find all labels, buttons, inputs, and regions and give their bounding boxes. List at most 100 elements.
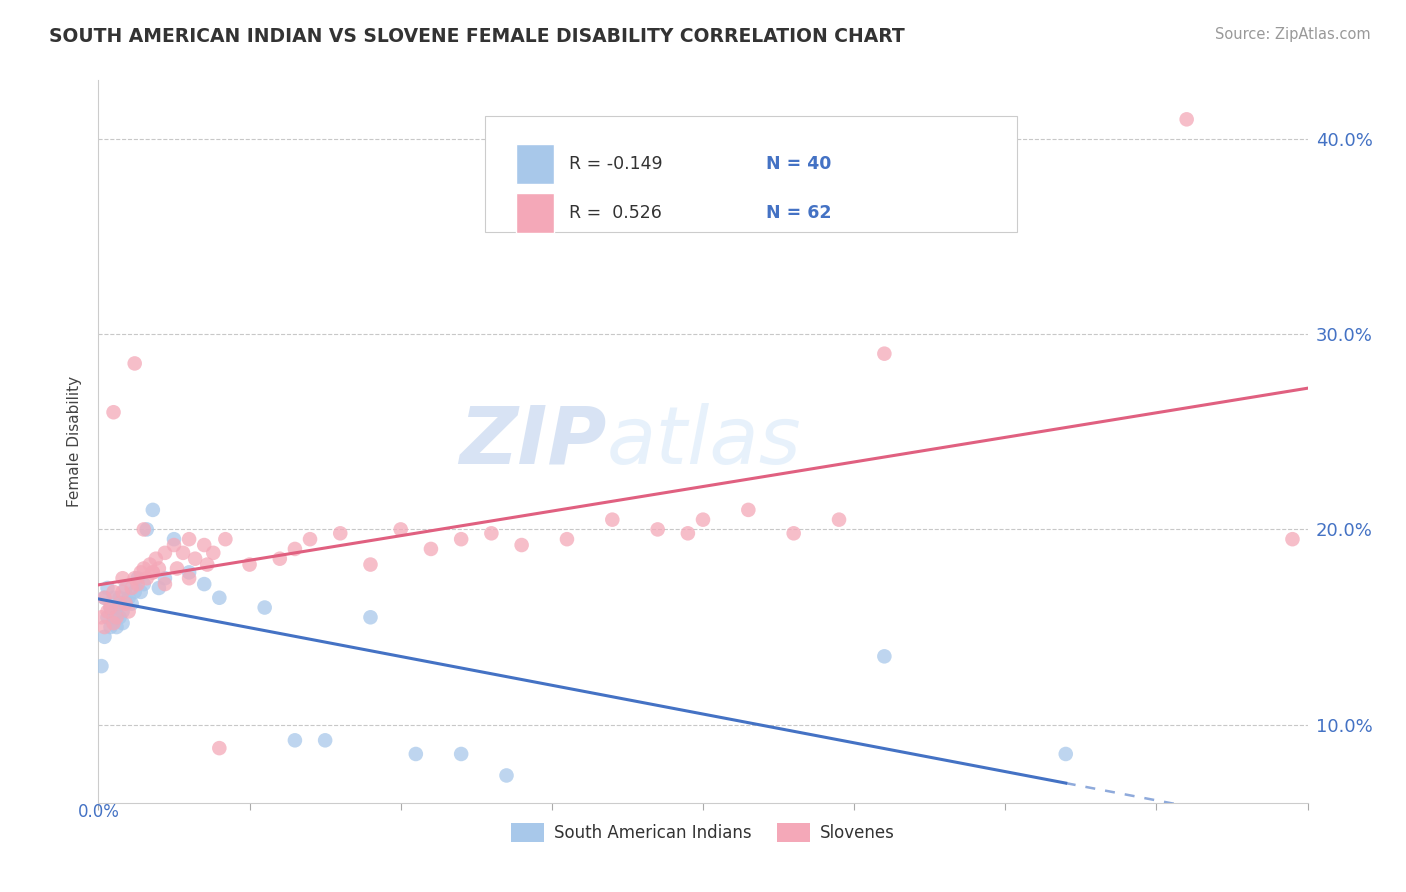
Point xyxy=(193,577,215,591)
Point xyxy=(253,600,276,615)
Point xyxy=(179,566,201,580)
Point xyxy=(555,532,578,546)
Point xyxy=(105,610,128,624)
Point xyxy=(148,581,170,595)
Point xyxy=(90,659,112,673)
Point xyxy=(103,585,125,599)
Point xyxy=(142,566,165,580)
Point xyxy=(208,591,231,605)
Text: 0.0%: 0.0% xyxy=(77,803,120,821)
Point xyxy=(93,620,115,634)
Text: Source: ZipAtlas.com: Source: ZipAtlas.com xyxy=(1215,27,1371,42)
Point xyxy=(692,513,714,527)
Point xyxy=(145,551,167,566)
Point xyxy=(103,591,125,605)
Point xyxy=(96,610,118,624)
Point xyxy=(783,526,806,541)
Point xyxy=(153,546,176,560)
Y-axis label: Female Disability: Female Disability xyxy=(67,376,83,508)
Text: atlas: atlas xyxy=(606,402,801,481)
Point xyxy=(163,538,186,552)
Point xyxy=(108,591,131,605)
Point xyxy=(676,526,699,541)
Point xyxy=(193,538,215,552)
Point xyxy=(1175,112,1198,127)
Point xyxy=(314,733,336,747)
Point xyxy=(510,538,533,552)
Point xyxy=(284,733,307,747)
Text: N = 62: N = 62 xyxy=(766,203,831,221)
Point xyxy=(121,597,143,611)
Point xyxy=(96,604,118,618)
Point xyxy=(114,595,136,609)
Point xyxy=(179,532,201,546)
Bar xyxy=(516,193,554,233)
Point xyxy=(93,591,115,605)
Point xyxy=(450,532,472,546)
Point xyxy=(127,571,149,585)
Point xyxy=(214,532,236,546)
Point xyxy=(121,581,143,595)
Point xyxy=(208,741,231,756)
Point xyxy=(153,571,176,585)
Point xyxy=(495,768,517,782)
Point xyxy=(389,523,412,537)
Point xyxy=(100,600,122,615)
Point xyxy=(132,561,155,575)
Point xyxy=(647,523,669,537)
Point xyxy=(103,616,125,631)
Point xyxy=(481,526,503,541)
Point xyxy=(179,571,201,585)
Point xyxy=(420,541,443,556)
Point xyxy=(90,610,112,624)
Point xyxy=(108,610,131,624)
Point xyxy=(153,577,176,591)
Point xyxy=(329,526,352,541)
Text: ZIP: ZIP xyxy=(458,402,606,481)
Point xyxy=(124,356,146,370)
Point xyxy=(184,551,207,566)
Point xyxy=(195,558,218,572)
Point xyxy=(828,513,851,527)
Text: R =  0.526: R = 0.526 xyxy=(569,203,662,221)
Legend: South American Indians, Slovenes: South American Indians, Slovenes xyxy=(505,816,901,848)
Point xyxy=(105,620,128,634)
Point xyxy=(100,600,122,615)
Point xyxy=(299,532,322,546)
Point xyxy=(142,566,165,580)
Point xyxy=(163,532,186,546)
Text: SOUTH AMERICAN INDIAN VS SLOVENE FEMALE DISABILITY CORRELATION CHART: SOUTH AMERICAN INDIAN VS SLOVENE FEMALE … xyxy=(49,27,905,45)
Point xyxy=(103,405,125,419)
Point xyxy=(166,561,188,575)
Point xyxy=(148,561,170,575)
Point xyxy=(873,649,896,664)
Point xyxy=(100,620,122,634)
Point xyxy=(602,513,624,527)
Point xyxy=(873,346,896,360)
Point xyxy=(118,591,141,605)
Point xyxy=(269,551,291,566)
Point xyxy=(118,604,141,618)
Point xyxy=(135,571,157,585)
Point xyxy=(93,630,115,644)
Point xyxy=(124,571,146,585)
Point xyxy=(132,523,155,537)
Point xyxy=(1054,747,1077,761)
Point xyxy=(360,558,382,572)
Point xyxy=(114,581,136,595)
Point xyxy=(139,558,162,572)
Point xyxy=(105,600,128,615)
Point xyxy=(132,577,155,591)
Point xyxy=(135,523,157,537)
Point xyxy=(96,581,118,595)
Point xyxy=(103,610,125,624)
Point xyxy=(124,585,146,599)
Text: N = 40: N = 40 xyxy=(766,155,831,173)
Point xyxy=(142,503,165,517)
Point xyxy=(111,604,134,618)
Point xyxy=(111,616,134,631)
Point xyxy=(450,747,472,761)
Point xyxy=(129,585,152,599)
Point xyxy=(108,597,131,611)
Point xyxy=(114,597,136,611)
